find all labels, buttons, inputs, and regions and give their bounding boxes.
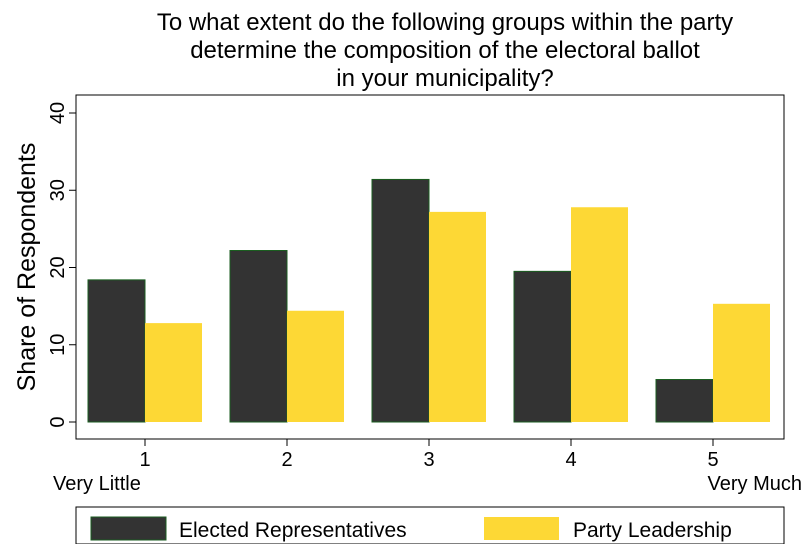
x-tick-label: 4 [565, 449, 576, 471]
chart-title-line-3: in your municipality? [336, 65, 553, 92]
chart-title-line-2: determine the composition of the elector… [190, 37, 700, 64]
bar-party-leadership-4 [571, 207, 628, 422]
legend-swatch-elected-representatives [90, 516, 167, 541]
x-tick-sublabel: Very Much [708, 473, 802, 495]
bar-elected-representatives-5 [655, 379, 714, 423]
legend-label-party-leadership: Party Leadership [573, 519, 732, 542]
y-tick-label: 30 [47, 179, 69, 201]
x-tick-label: 3 [423, 449, 434, 471]
x-tick-label: 1 [139, 449, 150, 471]
x-tick-label: 5 [707, 449, 718, 471]
legend: Elected Representatives Party Leadership [75, 506, 785, 544]
legend-frame [75, 506, 785, 544]
y-tick-label: 10 [47, 334, 69, 356]
bar-party-leadership-5 [713, 303, 770, 422]
bar-party-leadership-2 [287, 310, 344, 422]
legend-label-elected-representatives: Elected Representatives [179, 519, 407, 542]
y-tick-label: 0 [47, 416, 69, 427]
bar-elected-representatives-2 [229, 250, 288, 423]
chart-title: To what extent do the following groups w… [157, 9, 733, 92]
y-tick-label: 40 [47, 102, 69, 124]
bar-elected-representatives-1 [87, 279, 146, 423]
bar-party-leadership-3 [429, 211, 486, 422]
legend-swatch-party-leadership [484, 517, 559, 540]
bar-party-leadership-1 [145, 323, 202, 422]
y-tick-label: 20 [47, 256, 69, 278]
chart-title-line-1: To what extent do the following groups w… [157, 9, 733, 36]
bars [87, 178, 770, 423]
y-axis: 0 10 20 30 40 [47, 102, 76, 428]
x-tick-sublabel: Very Little [53, 473, 141, 495]
bar-elected-representatives-4 [513, 270, 572, 423]
x-tick-label: 2 [281, 449, 292, 471]
y-axis-title: Share of Respondents [13, 143, 41, 392]
bar-elected-representatives-3 [371, 178, 430, 423]
